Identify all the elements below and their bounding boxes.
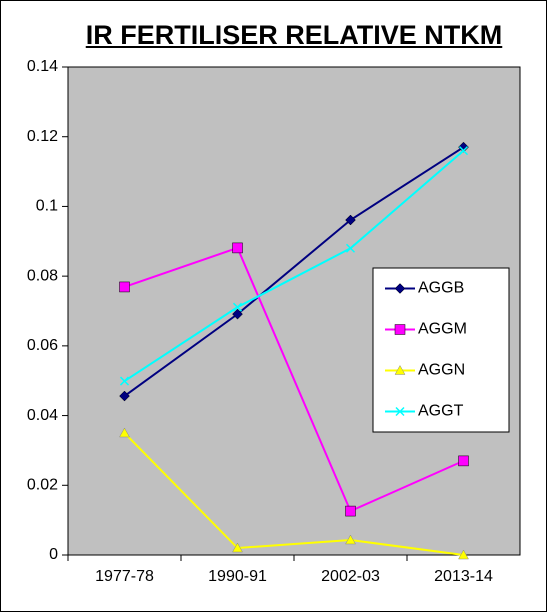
marker bbox=[119, 376, 130, 386]
marker bbox=[345, 534, 356, 545]
y-tick-label: 0.06 bbox=[27, 337, 58, 354]
x-tick-label: 2002-03 bbox=[321, 568, 380, 585]
marker bbox=[394, 364, 406, 375]
legend-label: AGGM bbox=[418, 321, 467, 338]
marker bbox=[394, 324, 406, 335]
marker bbox=[119, 281, 130, 293]
marker bbox=[232, 302, 243, 312]
marker bbox=[458, 549, 469, 560]
series-line bbox=[123, 432, 464, 556]
marker bbox=[458, 455, 469, 467]
x-tick-label: 2013-14 bbox=[434, 568, 493, 585]
series-line bbox=[123, 146, 465, 397]
legend-box bbox=[372, 267, 510, 433]
y-tick-label: 0 bbox=[49, 546, 58, 563]
marker bbox=[232, 242, 243, 254]
y-tick-label: 0.12 bbox=[27, 128, 58, 145]
series-line bbox=[123, 149, 465, 382]
y-tick-label: 0.04 bbox=[27, 407, 58, 424]
marker bbox=[345, 243, 356, 253]
legend-label: AGGB bbox=[418, 280, 464, 297]
x-tick-label: 1990-91 bbox=[208, 568, 267, 585]
series-line bbox=[124, 246, 464, 513]
x-tick-label: 1977-78 bbox=[95, 568, 154, 585]
chart-title: IR FERTILISER RELATIVE NTKM bbox=[85, 20, 503, 50]
marker bbox=[458, 141, 469, 153]
marker bbox=[394, 283, 406, 294]
marker bbox=[395, 406, 405, 417]
marker bbox=[345, 214, 356, 226]
y-tick-label: 0.1 bbox=[36, 198, 58, 215]
marker bbox=[119, 390, 130, 402]
marker bbox=[232, 542, 243, 553]
marker bbox=[119, 427, 130, 438]
marker bbox=[345, 505, 356, 517]
y-tick-label: 0.14 bbox=[27, 58, 58, 75]
marker bbox=[232, 308, 243, 320]
marker bbox=[458, 146, 469, 156]
legend-label: AGGN bbox=[418, 362, 465, 379]
legend-label: AGGT bbox=[418, 403, 464, 420]
y-tick-label: 0.08 bbox=[27, 267, 58, 284]
y-tick-label: 0.02 bbox=[27, 477, 58, 494]
